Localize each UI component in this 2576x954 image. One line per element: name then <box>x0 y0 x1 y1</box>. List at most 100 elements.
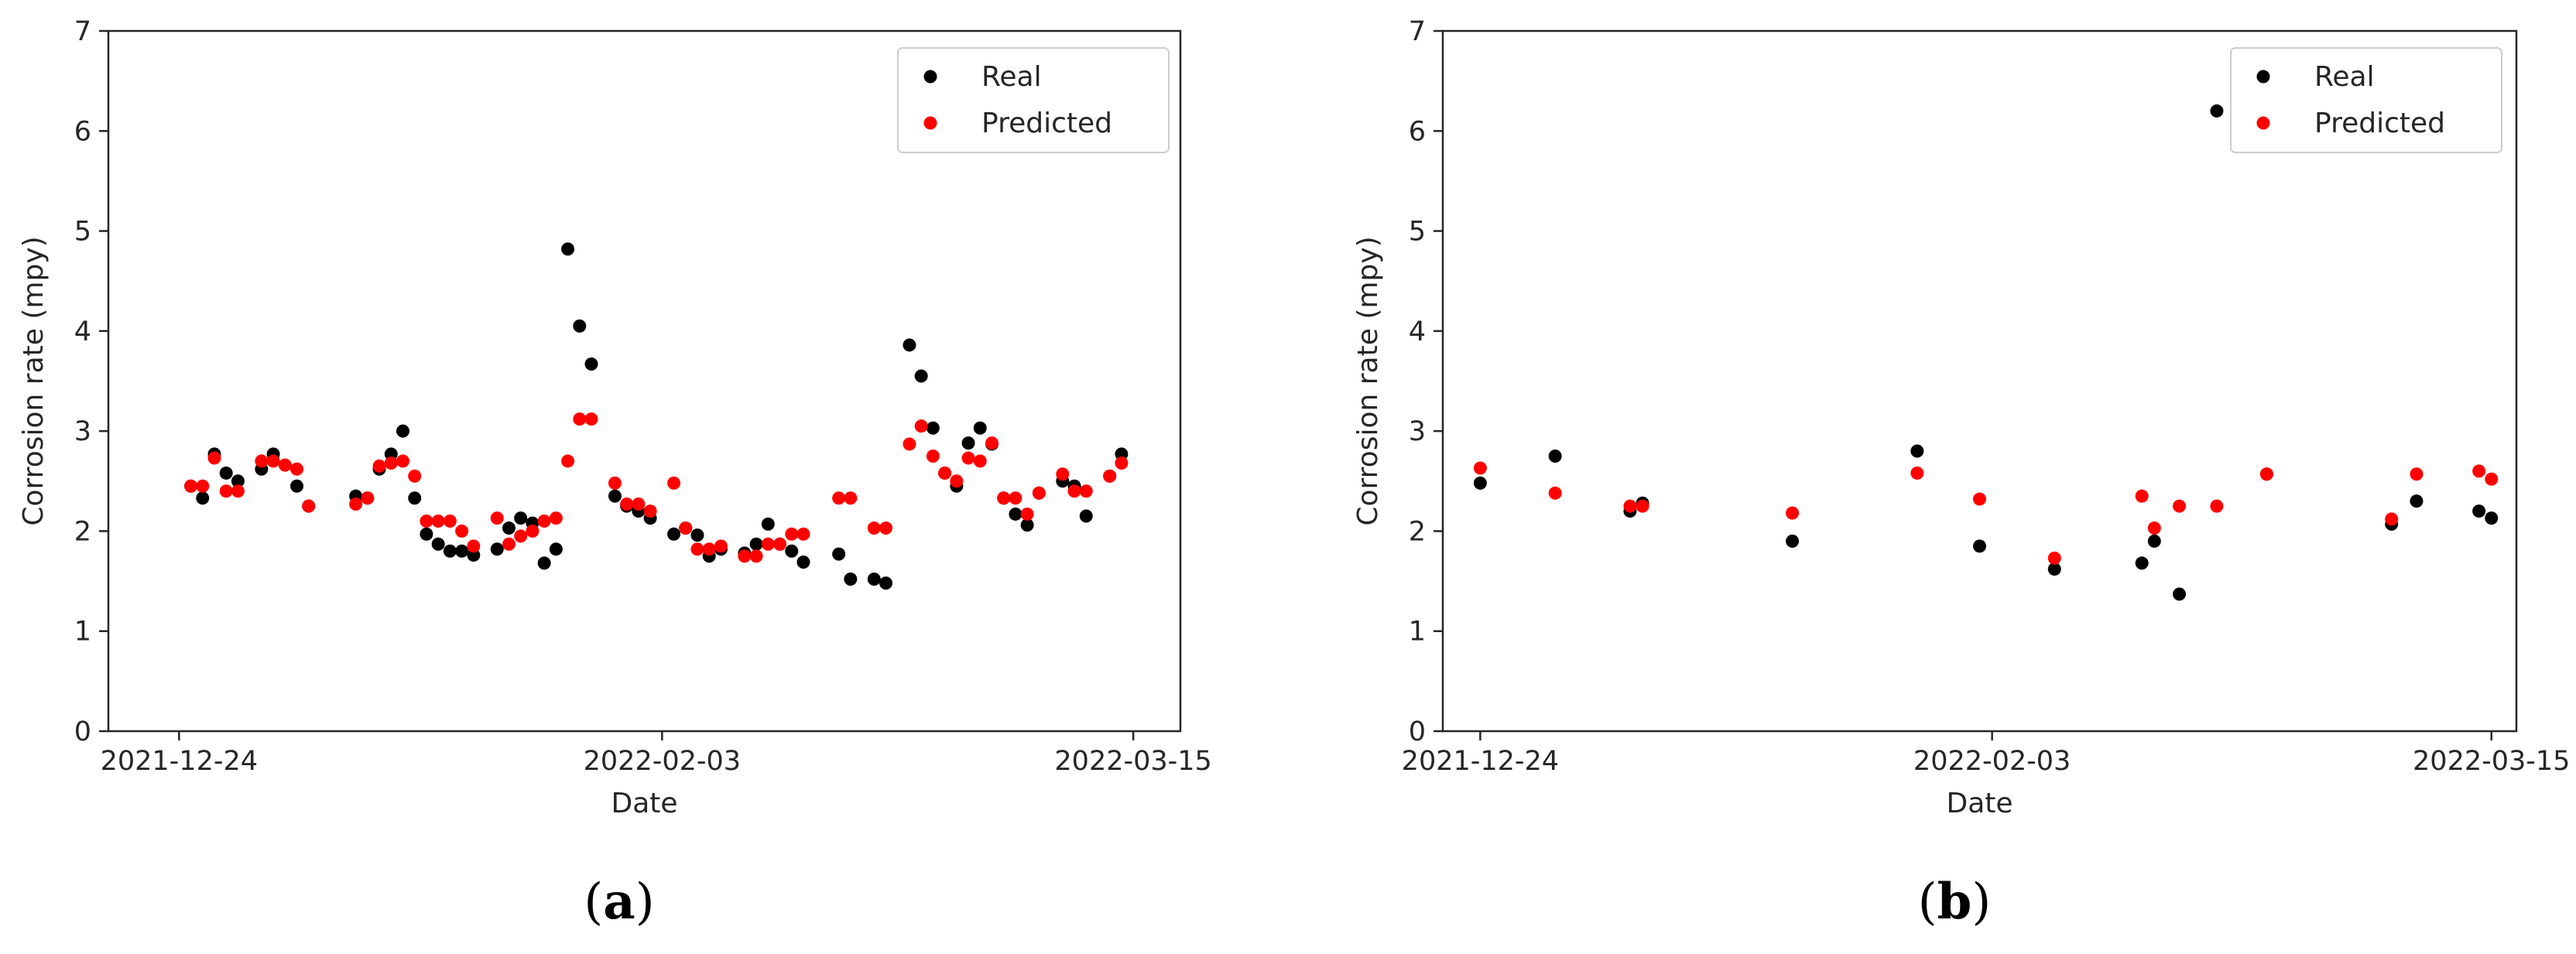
data-point-real <box>219 466 233 480</box>
series-real <box>1473 104 2499 601</box>
y-tick-label: 3 <box>1409 416 1426 447</box>
data-point-real <box>1548 449 1562 463</box>
legend-box <box>897 47 1170 153</box>
data-point-predicted <box>396 454 409 468</box>
legend-marker-real <box>923 70 937 84</box>
data-point-real <box>761 517 775 531</box>
series-real <box>184 242 1129 590</box>
data-point-real <box>1020 518 1034 532</box>
data-point-real <box>844 572 858 586</box>
panel-label: (a) <box>584 873 654 931</box>
data-point-predicted <box>926 449 940 463</box>
data-point-predicted <box>702 542 716 556</box>
data-point-real <box>667 527 681 541</box>
data-point-predicted <box>690 542 704 556</box>
data-point-real <box>1786 534 1800 548</box>
data-point-predicted <box>1103 469 1117 483</box>
x-tick-label: 2022-03-15 <box>2413 746 2570 777</box>
x-tick-label: 2022-03-15 <box>1054 746 1211 777</box>
data-point-real <box>1115 447 1129 461</box>
data-point-real <box>608 489 622 503</box>
data-point-real <box>196 491 210 505</box>
y-tick-label: 1 <box>1409 617 1426 648</box>
legend-box <box>2230 47 2502 153</box>
x-tick-label: 2022-02-03 <box>1913 746 2071 777</box>
data-point-predicted <box>278 458 292 472</box>
data-point-real <box>690 528 704 542</box>
data-point-predicted <box>867 521 881 535</box>
data-point-real <box>455 544 469 558</box>
y-axis-label: Corrosion rate (mpy) <box>1352 236 1384 525</box>
data-point-predicted <box>761 537 775 551</box>
legend: Real Predicted <box>897 47 1170 153</box>
x-tick-label: 2021-12-24 <box>1402 746 1559 777</box>
data-point-predicted <box>2147 521 2161 535</box>
y-axis-label: Corrosion rate (mpy) <box>18 236 50 525</box>
data-point-real <box>420 527 433 541</box>
data-point-real <box>384 447 398 461</box>
data-point-predicted <box>2259 467 2273 481</box>
data-point-predicted <box>443 515 457 528</box>
series-predicted <box>1473 461 2499 565</box>
data-point-predicted <box>1032 486 1046 500</box>
y-tick-label: 1 <box>74 617 91 648</box>
data-point-real <box>879 576 893 590</box>
data-point-predicted <box>502 537 516 551</box>
y-tick-label: 6 <box>74 116 91 147</box>
data-point-real <box>926 421 940 435</box>
data-point-predicted <box>384 456 398 470</box>
data-point-predicted <box>1786 506 1800 520</box>
data-point-predicted <box>1623 499 1637 513</box>
data-point-predicted <box>2210 499 2224 513</box>
legend-label-real: Real <box>2314 61 2375 93</box>
data-point-predicted <box>1473 461 1487 475</box>
data-point-real <box>1973 539 1986 553</box>
data-point-real <box>914 369 928 383</box>
axes-frame <box>1441 29 2518 733</box>
series-predicted <box>184 412 1129 563</box>
data-point-predicted <box>290 462 304 476</box>
panel-label: (b) <box>1918 873 1992 931</box>
data-point-predicted <box>584 412 598 426</box>
data-point-predicted <box>1056 467 1070 481</box>
data-point-predicted <box>796 527 810 541</box>
data-point-real <box>2210 104 2224 118</box>
data-point-predicted <box>914 419 928 433</box>
data-point-predicted <box>372 459 386 473</box>
legend-label-predicted: Predicted <box>981 108 1112 139</box>
y-tick-label: 0 <box>74 716 91 747</box>
data-point-real <box>290 479 304 493</box>
data-point-predicted <box>1115 456 1129 470</box>
data-point-predicted <box>1009 491 1023 505</box>
data-point-real <box>867 572 881 586</box>
data-point-predicted <box>526 524 540 538</box>
data-point-predicted <box>785 527 799 541</box>
data-point-predicted <box>549 511 563 525</box>
data-point-real <box>1473 476 1487 490</box>
data-point-real <box>1079 509 1093 523</box>
data-point-real <box>749 537 763 551</box>
legend-label-predicted: Predicted <box>2314 108 2445 139</box>
data-point-predicted <box>514 529 528 543</box>
data-point-predicted <box>455 524 469 538</box>
legend-label-real: Real <box>981 61 1042 93</box>
y-tick-label: 6 <box>1409 116 1426 147</box>
data-point-predicted <box>431 515 445 528</box>
data-point-real <box>961 436 975 450</box>
data-point-predicted <box>961 451 975 465</box>
data-point-real <box>832 547 846 561</box>
data-point-real <box>431 537 445 551</box>
chart-panel-b: 0 1 2 3 4 5 6 7 2021-12-24 2022-02-03 2022-03-15 Da… <box>1352 16 2570 931</box>
data-point-predicted <box>184 479 198 493</box>
data-point-predicted <box>714 539 728 553</box>
data-point-real <box>785 544 799 558</box>
x-axis-label: Date <box>611 788 677 819</box>
data-point-real <box>2135 556 2149 570</box>
data-point-predicted <box>561 454 575 468</box>
data-point-real <box>903 338 916 352</box>
legend-marker-predicted <box>923 116 937 130</box>
data-point-real <box>561 242 575 256</box>
data-point-real <box>549 542 563 556</box>
data-point-real <box>573 319 587 333</box>
data-point-predicted <box>349 498 363 511</box>
